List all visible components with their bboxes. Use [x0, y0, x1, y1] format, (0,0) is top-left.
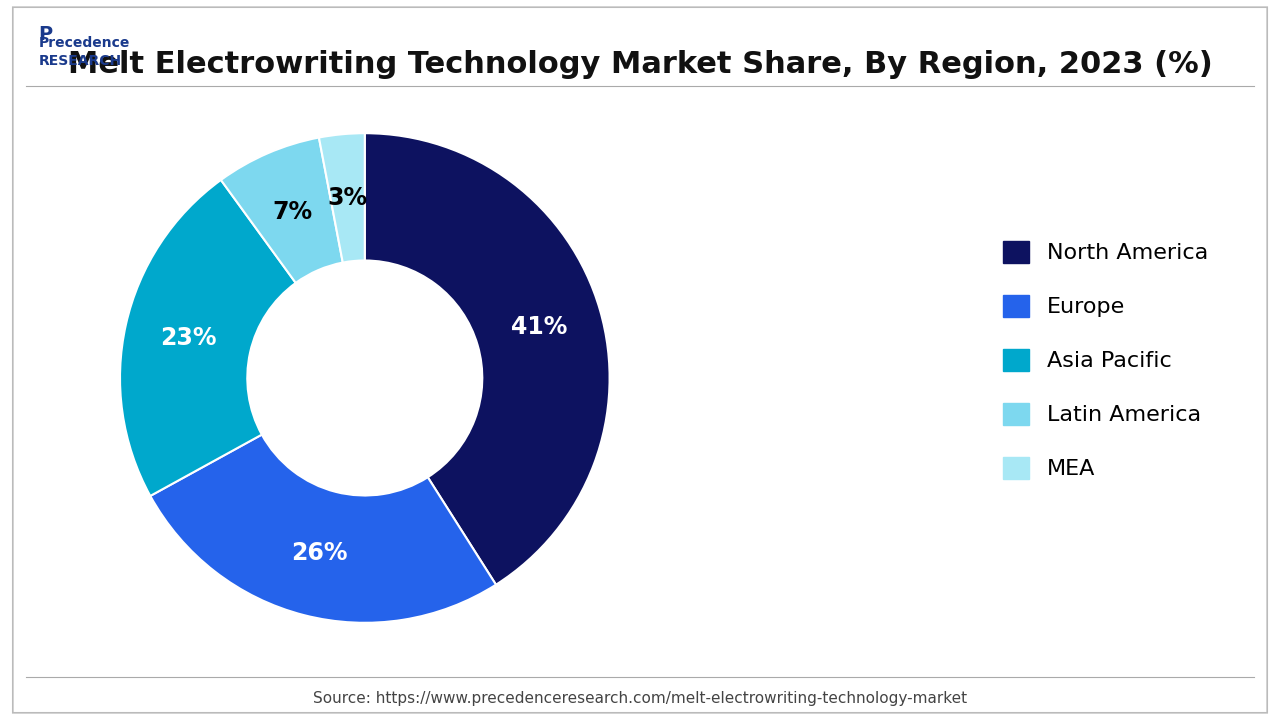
Wedge shape: [365, 133, 609, 585]
Text: 7%: 7%: [273, 199, 312, 224]
Text: 23%: 23%: [160, 326, 216, 351]
Text: P: P: [38, 25, 52, 44]
Wedge shape: [319, 133, 365, 263]
Text: Melt Electrowriting Technology Market Share, By Region, 2023 (%): Melt Electrowriting Technology Market Sh…: [68, 50, 1212, 79]
Text: 26%: 26%: [292, 541, 348, 565]
Wedge shape: [120, 180, 296, 496]
Text: 3%: 3%: [328, 186, 367, 210]
Legend: North America, Europe, Asia Pacific, Latin America, MEA: North America, Europe, Asia Pacific, Lat…: [980, 218, 1230, 502]
Text: Source: https://www.precedenceresearch.com/melt-electrowriting-technology-market: Source: https://www.precedenceresearch.c…: [312, 690, 968, 706]
Text: 41%: 41%: [511, 315, 567, 339]
Text: Precedence
RESEARCH: Precedence RESEARCH: [38, 36, 129, 68]
Wedge shape: [150, 435, 495, 623]
Wedge shape: [221, 138, 343, 283]
